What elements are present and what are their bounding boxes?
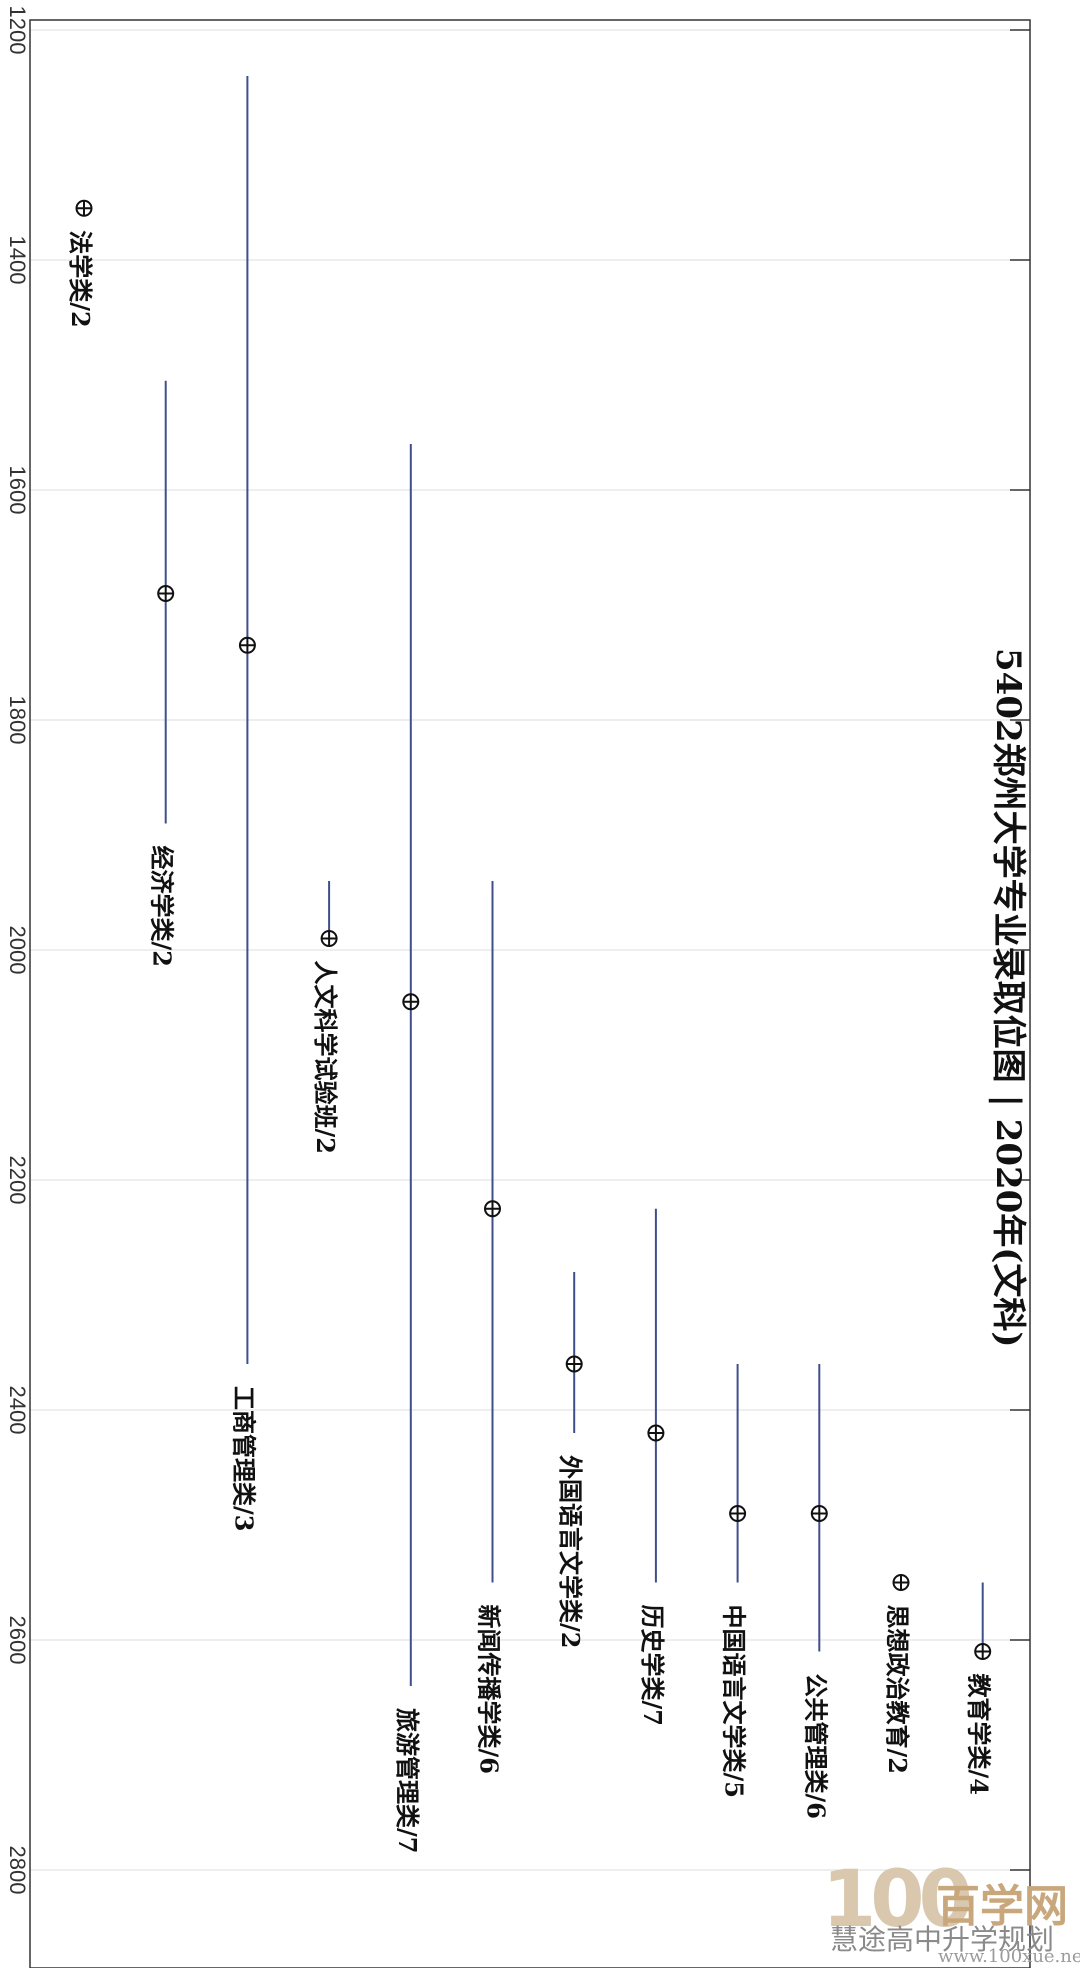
tick-label-2600: 2600 <box>5 1616 30 1665</box>
series-item: 工商管理类/3 <box>229 76 258 1531</box>
series-label: 思想政治教育/2 <box>883 1605 912 1774</box>
series-label: 教育学类/4 <box>965 1674 994 1795</box>
tick-label-2200: 2200 <box>5 1156 30 1205</box>
chart-title: 5402郑州大学专业录取位图 | 2020年(文科) <box>988 648 1028 1348</box>
series-item: 经济学类/2 <box>148 380 177 967</box>
tick-label-1400: 1400 <box>5 236 30 285</box>
tick-label-1600: 1600 <box>5 466 30 515</box>
watermark-brand: 百学网 <box>936 1881 1068 1932</box>
series-item: 人文科学试验班/2 <box>311 881 340 1154</box>
tick-layer: 1200 1400 1600 1800 2000 2200 2400 2600 2800 <box>5 6 1030 1895</box>
series-label: 中国语言文学类/5 <box>720 1605 749 1798</box>
watermark-url: www.100xue.net <box>938 1946 1080 1967</box>
series-item: 教育学类/4 <box>965 1582 994 1795</box>
series-item: 旅游管理类/7 <box>393 444 422 1853</box>
series-item: 中国语言文学类/5 <box>720 1364 749 1798</box>
watermark-subtitle: 慧途高中升学规划 <box>830 1923 1055 1956</box>
grid-layer <box>30 29 1030 1871</box>
plot-frame <box>29 19 1031 1968</box>
watermark-logo: 100 <box>822 1855 973 1945</box>
series-item: 法学类/2 <box>66 199 95 328</box>
series-label: 工商管理类/3 <box>229 1386 258 1531</box>
series-item: 外国语言文学类/2 <box>556 1272 585 1648</box>
series-label: 人文科学试验班/2 <box>311 961 340 1154</box>
tick-label-2800: 2800 <box>5 1846 30 1895</box>
tick-label-2400: 2400 <box>5 1386 30 1435</box>
series-item: 新闻传播学类/6 <box>475 881 504 1774</box>
series-item: 思想政治教育/2 <box>883 1574 912 1774</box>
tick-label-2000: 2000 <box>5 926 30 975</box>
series-item: 历史学类/7 <box>638 1208 667 1726</box>
tick-label-1200: 1200 <box>5 6 30 55</box>
series-layer: 法学类/2 经济学类/2 工商管理类/3 人文科学试验班/2 旅游管理类/7 新闻传播学类… <box>66 76 994 1853</box>
series-label: 法学类/2 <box>66 230 95 327</box>
series-label: 历史学类/7 <box>638 1605 667 1726</box>
series-label: 旅游管理类/7 <box>393 1708 422 1853</box>
series-label: 新闻传播学类/6 <box>475 1605 504 1774</box>
tick-label-1800: 1800 <box>5 696 30 745</box>
series-label: 经济学类/2 <box>148 846 177 967</box>
series-item: 公共管理类/6 <box>801 1364 830 1819</box>
series-label: 外国语言文学类/2 <box>556 1455 585 1648</box>
series-label: 公共管理类/6 <box>801 1674 830 1819</box>
